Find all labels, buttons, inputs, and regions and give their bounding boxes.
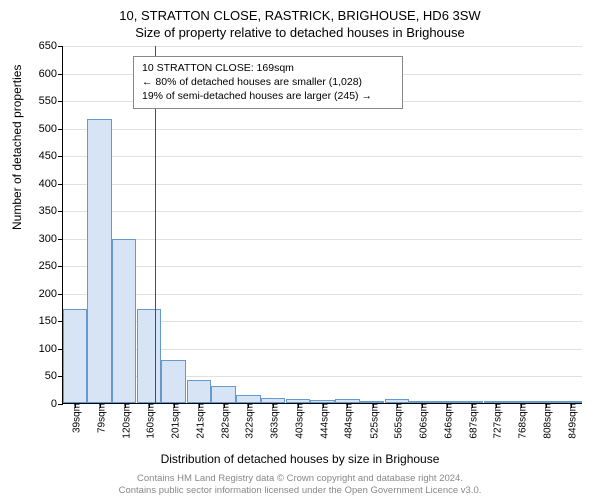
ytick-label: 350 <box>39 205 63 217</box>
xtick-label: 687sqm <box>464 403 479 439</box>
ytick-label: 500 <box>39 123 63 135</box>
xtick-label: 282sqm <box>216 403 231 439</box>
footer-attribution-1: Contains HM Land Registry data © Crown c… <box>0 473 600 484</box>
xtick-label: 646sqm <box>439 403 454 439</box>
xtick-label: 484sqm <box>340 403 355 439</box>
ytick-label: 550 <box>39 95 63 107</box>
ytick-label: 650 <box>39 40 63 52</box>
histogram-bar <box>112 239 136 403</box>
annotation-line3: 19% of semi-detached houses are larger (… <box>142 89 394 103</box>
xtick-label: 768sqm <box>514 403 529 439</box>
ytick-label: 200 <box>39 288 63 300</box>
histogram-bar <box>63 309 87 403</box>
xtick-label: 201sqm <box>167 403 182 439</box>
gridline <box>63 294 582 295</box>
histogram-bar <box>187 380 211 403</box>
xtick-label: 79sqm <box>92 403 107 433</box>
histogram-bar <box>533 401 557 403</box>
ytick-label: 150 <box>39 315 63 327</box>
xtick-label: 120sqm <box>117 403 132 439</box>
gridline <box>63 46 582 47</box>
ytick-label: 250 <box>39 260 63 272</box>
ytick-label: 400 <box>39 178 63 190</box>
gridline <box>63 239 582 240</box>
ytick-label: 300 <box>39 233 63 245</box>
plot-area: 0501001502002503003504004505005506006503… <box>62 46 582 404</box>
ytick-label: 600 <box>39 68 63 80</box>
gridline <box>63 156 582 157</box>
xtick-label: 525sqm <box>365 403 380 439</box>
gridline <box>63 211 582 212</box>
xtick-label: 849sqm <box>563 403 578 439</box>
annotation-line1: 10 STRATTON CLOSE: 169sqm <box>142 61 394 75</box>
xtick-label: 322sqm <box>241 403 256 439</box>
histogram-bar <box>459 401 483 403</box>
ytick-label: 50 <box>45 370 63 382</box>
chart-title-line2: Size of property relative to detached ho… <box>0 23 600 40</box>
histogram-bar <box>137 309 161 403</box>
histogram-bar <box>161 360 185 403</box>
gridline <box>63 266 582 267</box>
xtick-label: 403sqm <box>290 403 305 439</box>
xtick-label: 727sqm <box>489 403 504 439</box>
xtick-label: 606sqm <box>415 403 430 439</box>
gridline <box>63 129 582 130</box>
histogram-bar <box>87 119 111 403</box>
histogram-bar <box>409 401 433 403</box>
xtick-label: 808sqm <box>538 403 553 439</box>
xtick-label: 565sqm <box>390 403 405 439</box>
gridline <box>63 184 582 185</box>
annotation-box: 10 STRATTON CLOSE: 169sqm ← 80% of detac… <box>133 56 403 109</box>
histogram-bar <box>236 395 260 403</box>
xtick-label: 363sqm <box>266 403 281 439</box>
histogram-bar <box>211 386 235 403</box>
xtick-label: 160sqm <box>142 403 157 439</box>
histogram-bar <box>385 399 409 403</box>
xtick-label: 39sqm <box>68 403 83 433</box>
histogram-bar <box>434 401 458 403</box>
ytick-label: 450 <box>39 150 63 162</box>
xtick-label: 241sqm <box>191 403 206 439</box>
ytick-label: 0 <box>51 398 63 410</box>
footer-attribution-2: Contains public sector information licen… <box>0 485 600 496</box>
y-axis-label: Number of detached properties <box>10 65 24 230</box>
histogram-bar <box>360 401 384 403</box>
histogram-bar <box>484 401 508 403</box>
chart-title-line1: 10, STRATTON CLOSE, RASTRICK, BRIGHOUSE,… <box>0 0 600 23</box>
chart-container: { "title_line1": "10, STRATTON CLOSE, RA… <box>0 0 600 500</box>
histogram-bar <box>508 401 532 403</box>
annotation-line2: ← 80% of detached houses are smaller (1,… <box>142 75 394 89</box>
xtick-label: 444sqm <box>316 403 331 439</box>
ytick-label: 100 <box>39 343 63 355</box>
x-axis-label: Distribution of detached houses by size … <box>0 452 600 466</box>
histogram-bar <box>310 400 334 403</box>
histogram-bar <box>261 398 285 404</box>
histogram-bar <box>286 399 310 403</box>
histogram-bar <box>335 399 359 403</box>
histogram-bar <box>558 401 582 403</box>
